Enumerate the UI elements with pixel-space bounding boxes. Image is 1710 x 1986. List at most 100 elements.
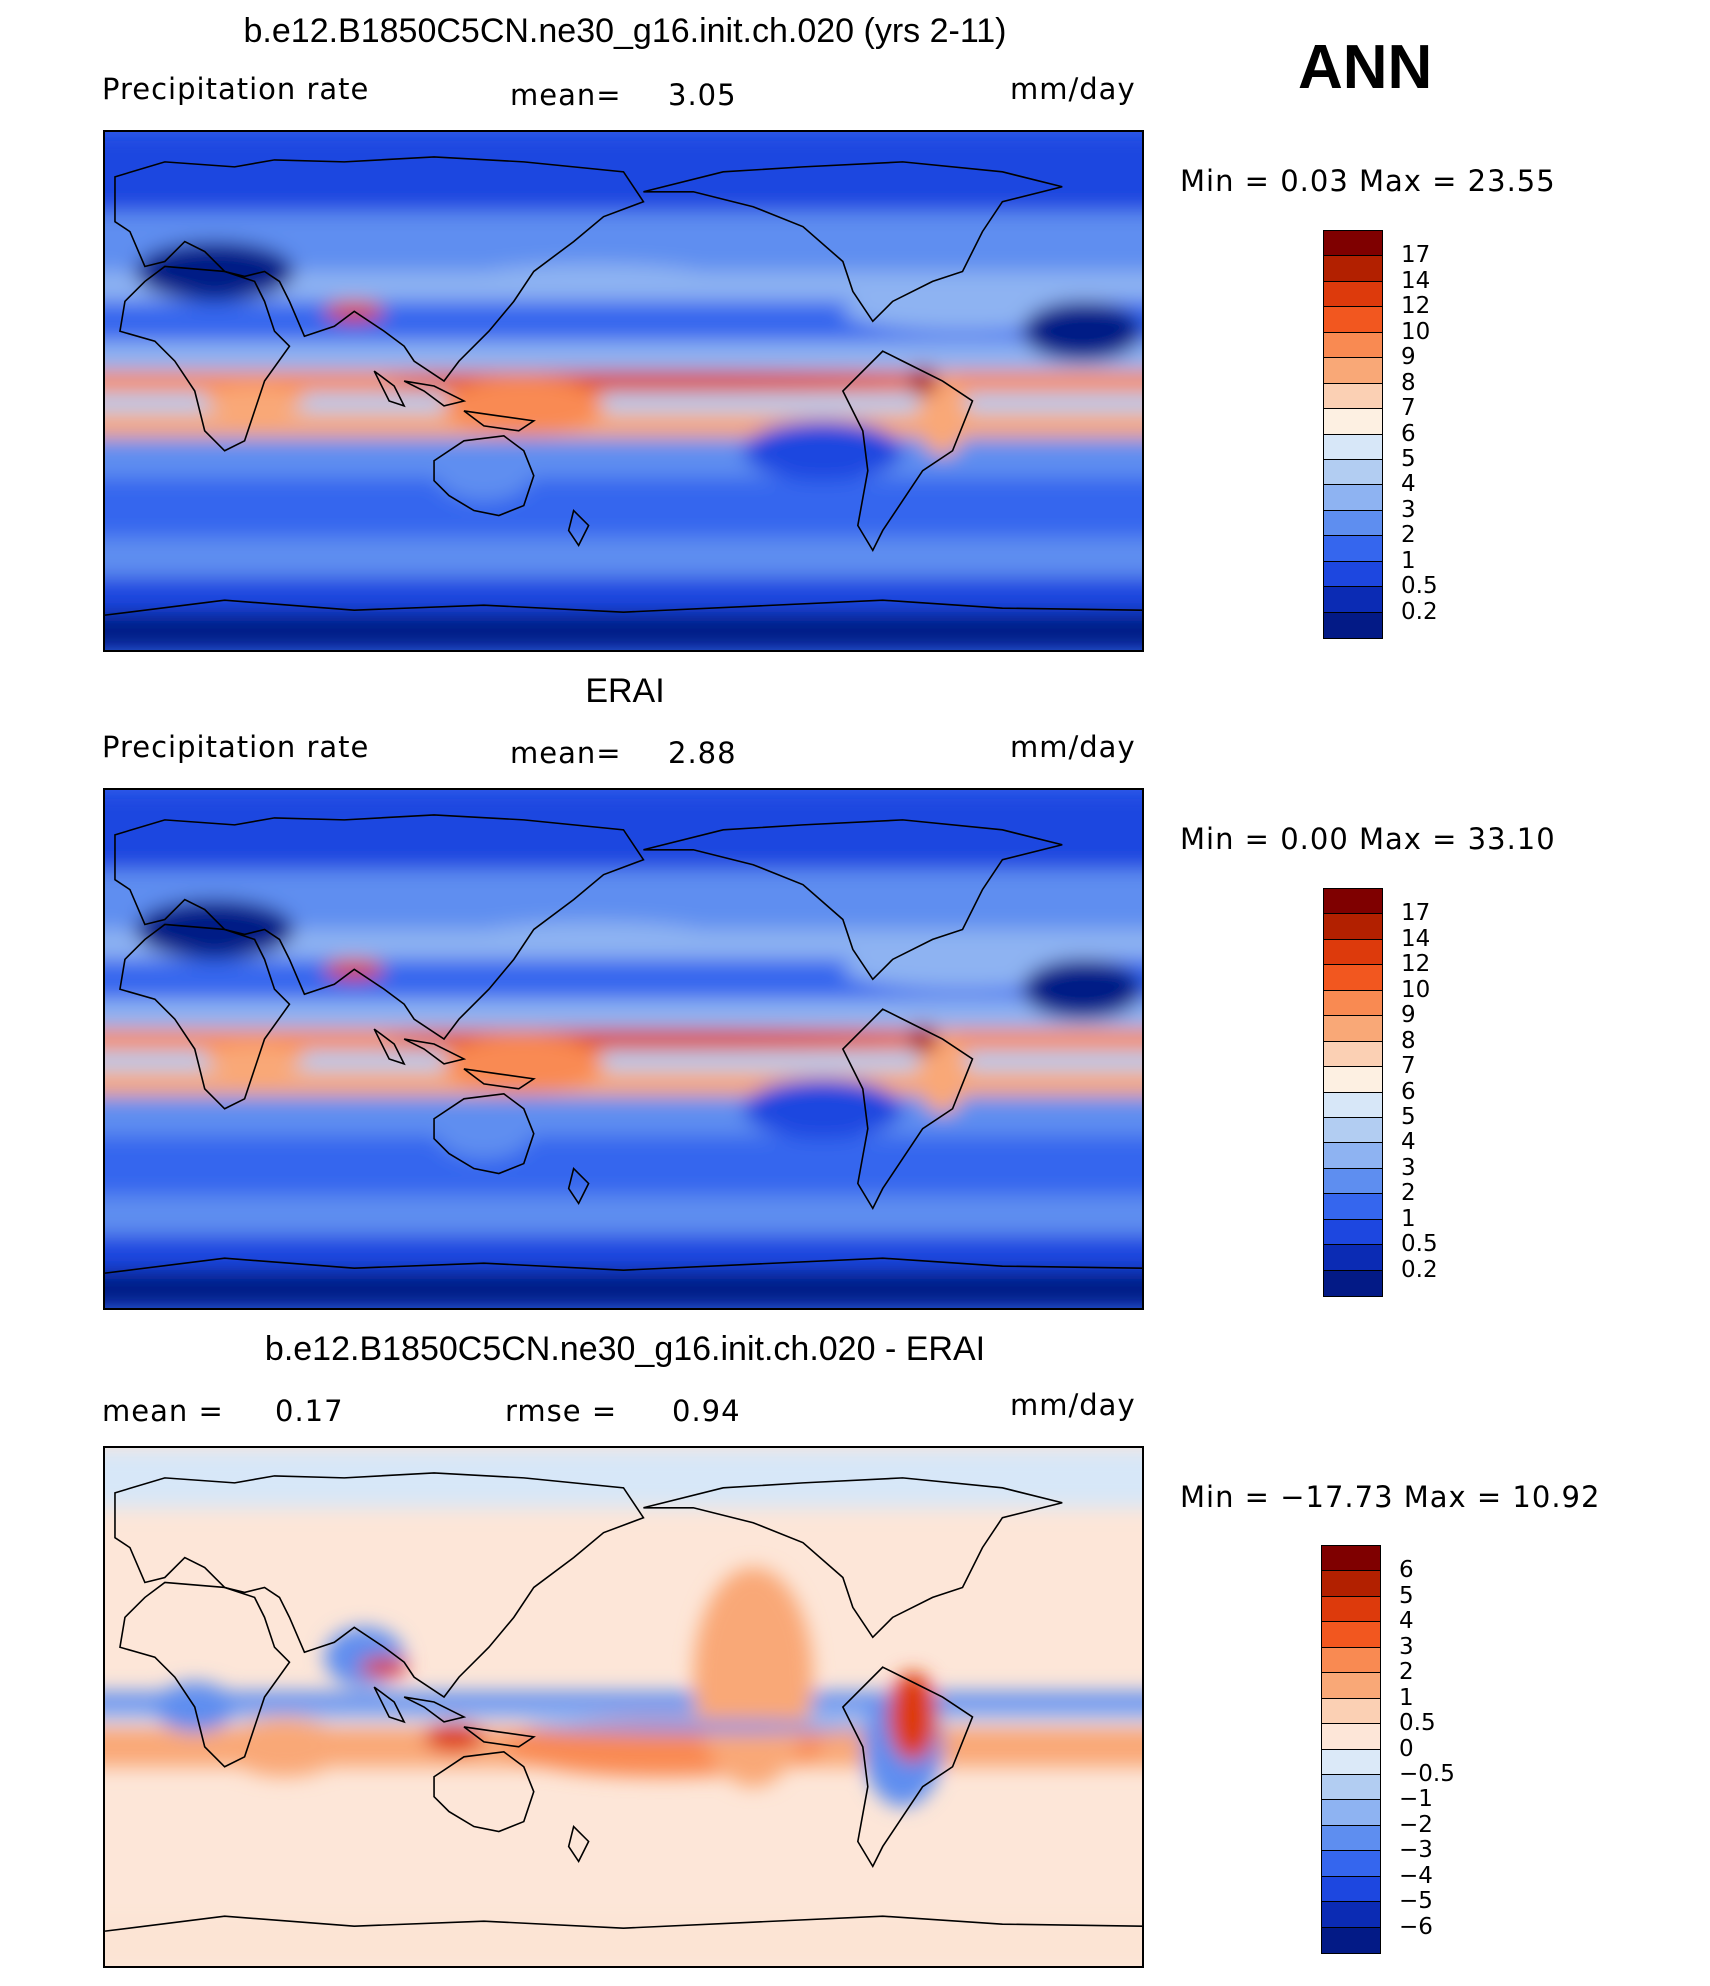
colorbar-tick-label: 5 xyxy=(1399,1582,1414,1609)
min-max-label: Min = 0.03 Max = 23.55 xyxy=(1180,164,1556,198)
colorbar-swatch xyxy=(1322,1596,1380,1623)
colorbar-swatch xyxy=(1324,1117,1382,1144)
colorbar-swatch xyxy=(1324,281,1382,308)
colorbar-swatch xyxy=(1322,1774,1380,1801)
colorbar-swatch xyxy=(1322,1546,1380,1572)
colorbar-swatch xyxy=(1322,1673,1380,1699)
colorbar-tick-label: 0 xyxy=(1399,1735,1414,1762)
colorbar-swatch xyxy=(1322,1800,1380,1826)
colorbar-tick-label: 4 xyxy=(1399,1608,1414,1635)
colorbar-swatch xyxy=(1324,990,1382,1017)
colorbar-tick-label: 0.2 xyxy=(1401,1256,1438,1283)
colorbar-swatch xyxy=(1324,536,1382,562)
colorbar-swatch xyxy=(1322,1876,1380,1903)
colorbar-tick-label: −1 xyxy=(1399,1786,1433,1813)
panel-title: ERAI xyxy=(585,672,665,710)
colorbar-swatch xyxy=(1322,1927,1380,1953)
mean-value: 0.17 xyxy=(275,1394,344,1428)
colorbar-tick-label: 7 xyxy=(1401,1053,1416,1080)
colorbar-tick-label: 17 xyxy=(1401,900,1431,927)
colorbar-swatch xyxy=(1324,1016,1382,1042)
colorbar-tick-label: −3 xyxy=(1399,1837,1433,1864)
colorbar-swatch xyxy=(1322,1622,1380,1648)
colorbar-swatch xyxy=(1324,1041,1382,1068)
colorbar-tick-label: 0.2 xyxy=(1401,598,1438,625)
colorbar-swatch xyxy=(1324,561,1382,588)
min-max-label: Min = −17.73 Max = 10.92 xyxy=(1180,1480,1601,1514)
colorbar-swatch xyxy=(1324,1092,1382,1118)
colorbar-tick-label: 17 xyxy=(1401,242,1431,269)
season-label: ANN xyxy=(1298,33,1433,102)
colorbar-tick-label: 0.5 xyxy=(1401,573,1438,600)
colorbar-tick-label: 0.5 xyxy=(1401,1231,1438,1258)
map-field xyxy=(105,132,1142,650)
map-field xyxy=(105,790,1142,1308)
colorbar-swatch xyxy=(1324,1067,1382,1093)
colorbar-swatch xyxy=(1324,965,1382,991)
colorbar-tick-label: 1 xyxy=(1401,1205,1416,1232)
colorbar-tick-label: 6 xyxy=(1401,1078,1416,1105)
precipitation-map xyxy=(103,130,1144,652)
colorbar-swatch xyxy=(1324,914,1382,940)
colorbar-tick-label: 14 xyxy=(1401,267,1431,294)
colorbar-tick-label: 3 xyxy=(1401,496,1416,523)
colorbar-tick-label: 9 xyxy=(1401,344,1416,371)
colorbar-tick-label: 10 xyxy=(1401,318,1431,345)
colorbar-swatch xyxy=(1322,1724,1380,1750)
colorbar-swatch xyxy=(1322,1851,1380,1877)
colorbar-swatch xyxy=(1324,256,1382,282)
colorbar-swatch xyxy=(1322,1902,1380,1928)
colorbar-swatch xyxy=(1324,587,1382,613)
colorbar xyxy=(1323,230,1383,639)
colorbar-tick-label: 5 xyxy=(1401,1103,1416,1130)
colorbar-swatch xyxy=(1324,1168,1382,1195)
colorbar xyxy=(1321,1545,1381,1954)
colorbar-tick-label: 4 xyxy=(1401,1129,1416,1156)
colorbar-swatch xyxy=(1324,939,1382,966)
rmse-label: rmse = xyxy=(505,1394,618,1428)
colorbar-swatch xyxy=(1324,383,1382,410)
colorbar-tick-label: 8 xyxy=(1401,1027,1416,1054)
colorbar-tick-label: 1 xyxy=(1399,1684,1414,1711)
colorbar-swatch xyxy=(1324,1245,1382,1271)
colorbar-tick-label: 2 xyxy=(1401,522,1416,549)
colorbar-tick-label: 10 xyxy=(1401,976,1431,1003)
colorbar-swatch xyxy=(1324,459,1382,486)
colorbar-tick-label: 9 xyxy=(1401,1002,1416,1029)
variable-label: Precipitation rate xyxy=(102,730,370,764)
colorbar-tick-label: −6 xyxy=(1399,1913,1433,1940)
colorbar-tick-label: 0.5 xyxy=(1399,1710,1436,1737)
colorbar-tick-label: −0.5 xyxy=(1399,1760,1455,1787)
precipitation-map xyxy=(103,788,1144,1310)
colorbar-tick-label: 6 xyxy=(1401,420,1416,447)
colorbar-swatch xyxy=(1324,889,1382,915)
colorbar-tick-label: 3 xyxy=(1401,1154,1416,1181)
colorbar-tick-label: −4 xyxy=(1399,1862,1433,1889)
rmse-value: 0.94 xyxy=(672,1394,741,1428)
colorbar-tick-label: 3 xyxy=(1399,1633,1414,1660)
colorbar-swatch xyxy=(1324,1194,1382,1220)
panel-title: b.e12.B1850C5CN.ne30_g16.init.ch.020 - E… xyxy=(264,1330,986,1368)
colorbar-tick-label: −2 xyxy=(1399,1811,1433,1838)
units-label: mm/day xyxy=(1010,1388,1136,1422)
colorbar-tick-label: 12 xyxy=(1401,951,1431,978)
colorbar-tick-label: 1 xyxy=(1401,547,1416,574)
colorbar-tick-label: 4 xyxy=(1401,471,1416,498)
colorbar-swatch xyxy=(1324,434,1382,460)
colorbar-tick-label: 2 xyxy=(1401,1180,1416,1207)
panel-title: b.e12.B1850C5CN.ne30_g16.init.ch.020 (yr… xyxy=(243,12,1007,50)
colorbar-swatch xyxy=(1324,358,1382,384)
colorbar-swatch xyxy=(1324,1219,1382,1246)
mean-value: 2.88 xyxy=(668,736,737,770)
colorbar-swatch xyxy=(1324,1143,1382,1169)
colorbar-swatch xyxy=(1324,231,1382,257)
mean-label: mean = xyxy=(102,1394,224,1428)
colorbar-tick-label: 6 xyxy=(1399,1557,1414,1584)
colorbar xyxy=(1323,888,1383,1297)
colorbar-swatch xyxy=(1322,1698,1380,1725)
colorbar-tick-label: 12 xyxy=(1401,293,1431,320)
variable-label: Precipitation rate xyxy=(102,72,370,106)
colorbar-tick-label: 8 xyxy=(1401,369,1416,396)
mean-label: mean= xyxy=(510,78,622,112)
units-label: mm/day xyxy=(1010,72,1136,106)
